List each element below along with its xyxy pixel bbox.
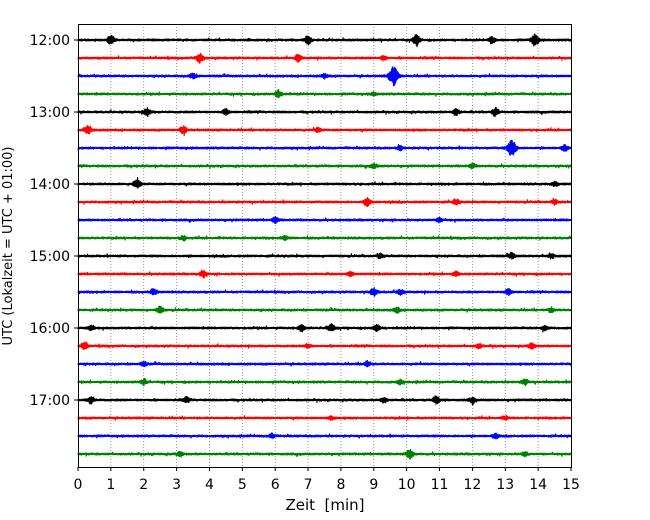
x-tick-label: 11	[431, 477, 449, 493]
trace-1715	[77, 415, 572, 421]
x-tick-label: 9	[369, 477, 378, 493]
x-axis-label: Zeit [min]	[285, 496, 364, 514]
trace-1630	[77, 360, 572, 368]
trace-1515	[77, 269, 572, 279]
vertical-grid-lines	[110, 24, 539, 467]
trace-1215	[77, 52, 572, 64]
x-tick-label: 3	[172, 477, 181, 493]
trace-1700	[77, 395, 572, 406]
y-axis-label: UTC (Lokalzeit = UTC + 01:00)	[1, 147, 16, 346]
x-tick-label: 5	[238, 477, 247, 493]
trace-1330	[77, 139, 572, 156]
plot-frame	[78, 24, 572, 468]
trace-1645	[77, 377, 572, 387]
trace-1200	[77, 33, 572, 48]
x-tick-label: 7	[304, 477, 313, 493]
trace-1315	[77, 125, 572, 137]
x-tick-label: 14	[529, 477, 547, 493]
x-tick-label: 0	[74, 477, 83, 493]
trace-1600	[77, 323, 572, 333]
y-tick-label: 17:00	[30, 393, 70, 409]
trace-1730	[77, 432, 572, 440]
x-axis-ticks: 0 1 2 3 4 5 6 7 8 9 10 11 12 13 14 15	[74, 467, 580, 493]
trace-1445	[77, 235, 572, 242]
trace-1415	[77, 197, 572, 207]
y-tick-label: 14:00	[30, 177, 70, 193]
y-tick-label: 13:00	[30, 105, 70, 121]
y-tick-label: 12:00	[30, 33, 70, 49]
trace-1245	[77, 88, 572, 99]
x-tick-label: 10	[398, 477, 416, 493]
y-tick-label: 16:00	[30, 321, 70, 337]
x-tick-label: 4	[205, 477, 214, 493]
trace-1530	[77, 287, 572, 297]
trace-1345	[77, 162, 572, 170]
trace-1500	[77, 251, 572, 260]
x-tick-label: 13	[496, 477, 514, 493]
x-tick-label: 1	[106, 477, 115, 493]
trace-1400	[77, 177, 572, 189]
x-tick-label: 12	[463, 477, 481, 493]
x-tick-label: 2	[139, 477, 148, 493]
trace-1545	[77, 305, 572, 314]
y-tick-label: 15:00	[30, 249, 70, 265]
y-axis-ticks: 12:00 13:00 14:00 15:00 16:00 17:00	[30, 33, 78, 409]
trace-1430	[77, 216, 572, 224]
x-tick-label: 15	[562, 477, 580, 493]
trace-1230	[77, 66, 572, 87]
x-tick-label: 8	[336, 477, 345, 493]
x-tick-label: 6	[271, 477, 280, 493]
seismogram-traces	[77, 33, 572, 460]
trace-1745	[77, 448, 572, 460]
trace-1615	[77, 341, 572, 350]
trace-1300	[77, 106, 572, 117]
